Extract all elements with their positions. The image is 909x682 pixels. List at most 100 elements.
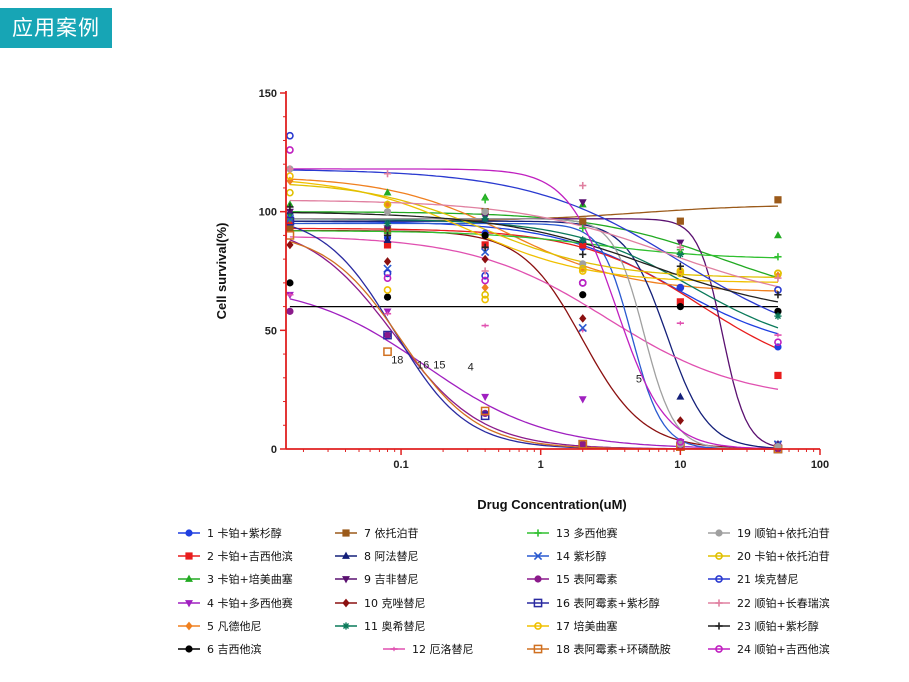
- data-point-9-4: [578, 199, 587, 207]
- data-point-22-3: [481, 267, 489, 275]
- data-point-7-4: [579, 217, 587, 225]
- data-point-5-3: [481, 283, 489, 292]
- data-point-15-4: [579, 440, 587, 448]
- legend-swatch-marker: [533, 598, 543, 608]
- data-point-2-5: [676, 298, 684, 306]
- legend-label: 4 卡铂+多西他赛: [207, 596, 293, 610]
- legend-item-1: 1 卡铂+紫杉醇: [178, 526, 282, 540]
- y-tick-label: 100: [259, 207, 277, 219]
- data-point-20-1: [286, 188, 294, 197]
- legend-item-18: 18 表阿霉素+环磷酰胺: [527, 642, 671, 656]
- legend-item-7: 7 依托泊苷: [335, 526, 419, 540]
- data-point-7-5: [676, 217, 684, 225]
- data-point-23-4: [579, 250, 587, 258]
- legend-swatch-marker: [715, 529, 723, 537]
- data-point-24-2: [383, 274, 392, 282]
- data-point-20-4: [578, 264, 587, 273]
- legend-item-13: 13 多西他赛: [527, 526, 618, 540]
- legend-swatch-marker: [185, 621, 193, 631]
- y-tick-label: 150: [259, 88, 277, 100]
- legend-swatch-marker: [533, 644, 543, 654]
- data-point-10-4: [579, 314, 587, 323]
- data-point-18-3: [480, 406, 490, 416]
- legend-swatch-marker: [534, 529, 542, 537]
- page-title: 应用案例: [0, 8, 112, 48]
- data-point-14-4: [578, 323, 587, 333]
- data-point-3-6: [774, 231, 782, 239]
- y-axis-title: Cell survival(%): [214, 223, 229, 320]
- data-point-21-5: [676, 283, 685, 292]
- data-point-10-1: [286, 240, 294, 250]
- axes: 0 50 100 150 0.1 1 10 100 Drug Concentration(uM)…: [214, 88, 829, 512]
- data-point-9-1: [285, 208, 294, 216]
- legend-item-10: 10 克唑替尼: [335, 596, 426, 610]
- fit-curve-14: [289, 222, 778, 450]
- data-point-17-3: [481, 295, 489, 304]
- data-point-23-5: [676, 262, 684, 270]
- legend-label: 18 表阿霉素+环磷酰胺: [556, 642, 671, 656]
- legend-item-4: 4 卡铂+多西他赛: [178, 596, 293, 610]
- legend-swatch-marker: [342, 551, 350, 559]
- data-point-6-4: [579, 291, 587, 299]
- legend-item-22: 22 顺铂+长春瑞滨: [708, 596, 830, 610]
- legend-label: 7 依托泊苷: [364, 526, 419, 540]
- data-point-10-3: [481, 254, 489, 264]
- legend-swatch-marker: [715, 599, 723, 607]
- data-point-16-2: [383, 330, 392, 340]
- data-point-12-5: [676, 321, 684, 326]
- data-point-9-5: [676, 239, 685, 247]
- legend-label: 20 卡铂+依托泊苷: [737, 549, 830, 563]
- legend-item-19: 19 顺铂+依托泊苷: [708, 526, 830, 540]
- data-point-14-3: [480, 247, 490, 257]
- data-point-15-1: [286, 307, 294, 315]
- data-point-2-6: [774, 371, 782, 380]
- legend-swatch-marker: [715, 575, 723, 583]
- data-point-18-2: [383, 347, 392, 357]
- legend-swatch-marker: [715, 552, 723, 560]
- data-point-23-2: [383, 231, 392, 239]
- legend-item-2: 2 卡铂+吉西他滨: [178, 549, 293, 563]
- data-point-22-1: [286, 165, 294, 173]
- legend-label: 13 多西他赛: [556, 526, 618, 540]
- fit-curve-24: [289, 168, 778, 450]
- legend-item-24: 24 顺铂+吉西他滨: [708, 642, 830, 656]
- data-point-22-4: [579, 181, 587, 190]
- data-point-15-2: [383, 331, 392, 339]
- legend-item-14: 14 紫杉醇: [527, 549, 607, 563]
- legend-swatch-marker: [534, 622, 542, 630]
- legend-item-9: 9 吉非替尼: [335, 572, 419, 586]
- legend-label: 21 埃克替尼: [737, 572, 799, 586]
- fit-curve-19: [289, 218, 778, 450]
- curve-annotations: 18 16 15 4 5: [391, 355, 642, 386]
- y-tick-label: 0: [271, 444, 277, 456]
- legend-label: 24 顺铂+吉西他滨: [737, 642, 830, 656]
- data-point-11-4: [579, 236, 587, 244]
- data-point-19-2: [383, 208, 392, 216]
- data-point-19-3: [481, 208, 489, 216]
- data-point-12-2: [383, 311, 392, 316]
- data-point-13-3: [481, 196, 489, 204]
- fit-curve-23: [289, 211, 779, 303]
- legend-item-8: 8 阿法替尼: [335, 549, 419, 563]
- data-point-8-2: [383, 235, 392, 244]
- data-point-21-1: [286, 131, 294, 140]
- fit-curve-1: [289, 220, 779, 335]
- legend-label: 22 顺铂+长春瑞滨: [737, 596, 830, 610]
- x-tick-label: 0.1: [393, 459, 408, 471]
- legend-item-21: 21 埃克替尼: [708, 572, 799, 586]
- fit-curve-2: [289, 227, 779, 350]
- legend-label: 12 厄洛替尼: [412, 642, 474, 656]
- legend-swatch-marker: [715, 645, 723, 653]
- legend-item-5: 5 凡德他尼: [178, 619, 262, 633]
- fit-curve-16: [289, 225, 778, 450]
- legend-swatch-marker: [533, 551, 543, 561]
- legend-label: 11 奥希替尼: [364, 619, 426, 633]
- fit-curve-22: [289, 199, 779, 288]
- data-point-22-2: [383, 170, 392, 178]
- data-point-9-2: [383, 225, 392, 233]
- data-point-3-2: [383, 188, 392, 196]
- legend-swatch-marker: [342, 622, 350, 630]
- data-point-24-1: [286, 146, 294, 154]
- x-tick-label: 100: [811, 459, 829, 471]
- data-point-6-6: [774, 307, 782, 315]
